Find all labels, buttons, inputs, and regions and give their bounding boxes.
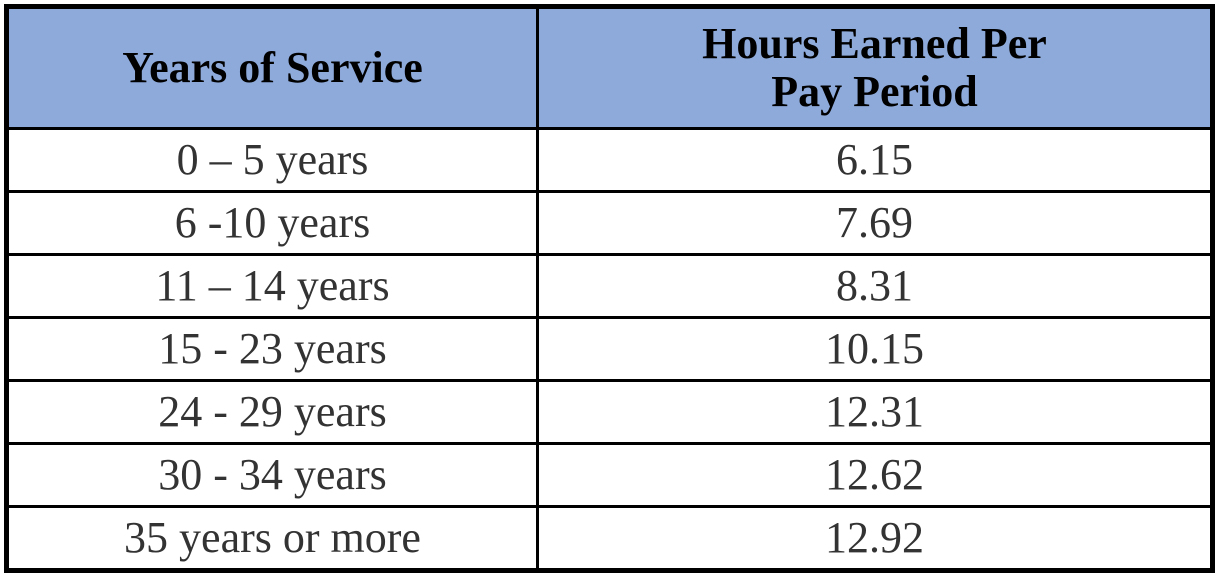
years-cell: 11 – 14 years [5, 253, 539, 319]
years-cell: 15 - 23 years [5, 316, 539, 382]
table-row: 11 – 14 years 8.31 [5, 253, 1214, 319]
service-hours-table: Years of Service Hours Earned Per Pay Pe… [4, 4, 1215, 573]
hours-cell: 12.92 [536, 505, 1214, 572]
hours-cell: 8.31 [536, 253, 1214, 319]
table-row: 30 - 34 years 12.62 [5, 442, 1214, 508]
years-cell: 30 - 34 years [5, 442, 539, 508]
years-cell: 6 -10 years [5, 190, 539, 256]
years-cell: 24 - 29 years [5, 379, 539, 445]
table-body: 0 – 5 years 6.15 6 -10 years 7.69 11 – 14 ye… [5, 127, 1214, 572]
table-header: Years of Service Hours Earned Per Pay Pe… [5, 5, 1214, 130]
header-row: Years of Service Hours Earned Per Pay Pe… [5, 5, 1214, 130]
header-cell: Hours Earned Per Pay Period [536, 5, 1214, 130]
hours-cell: 12.62 [536, 442, 1214, 508]
table-row: 15 - 23 years 10.15 [5, 316, 1214, 382]
table-row: 24 - 29 years 12.31 [5, 379, 1214, 445]
years-cell: 35 years or more [5, 505, 539, 572]
hours-cell: 10.15 [536, 316, 1214, 382]
hours-cell: 12.31 [536, 379, 1214, 445]
table-row: 0 – 5 years 6.15 [5, 127, 1214, 193]
table-row: 6 -10 years 7.69 [5, 190, 1214, 256]
header-cell: Years of Service [5, 5, 539, 130]
table-row: 35 years or more 12.92 [5, 505, 1214, 572]
hours-cell: 6.15 [536, 127, 1214, 193]
years-cell: 0 – 5 years [5, 127, 539, 193]
hours-cell: 7.69 [536, 190, 1214, 256]
